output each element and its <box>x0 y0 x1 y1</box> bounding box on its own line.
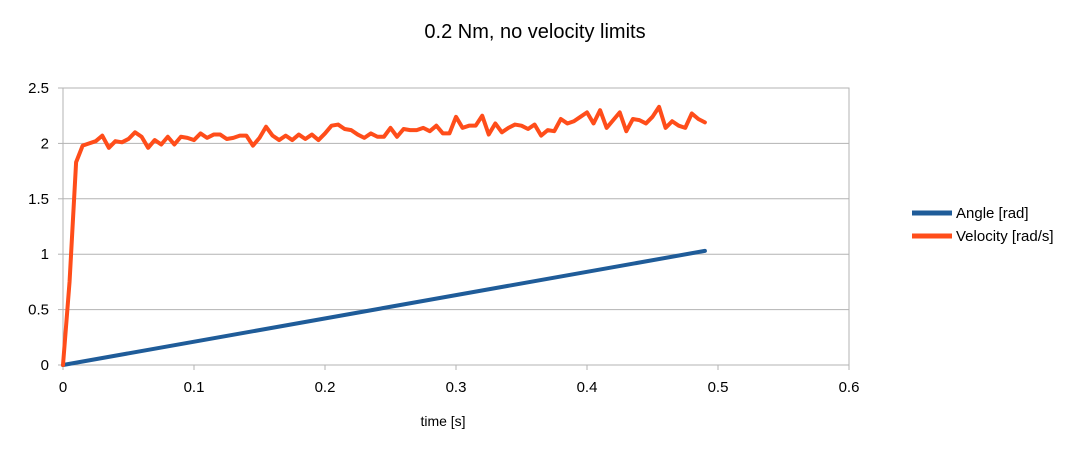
x-tick-label: 0.2 <box>315 379 336 396</box>
y-tick-label: 1.5 <box>28 191 49 208</box>
tick-labels: 0 0.5 1 1.5 2 2.5 0 0.1 0.2 0.3 0.4 0.5 0.6 <box>28 80 859 396</box>
x-tick-label: 0.1 <box>184 379 205 396</box>
x-tick-label: 0.6 <box>839 379 860 396</box>
y-tick-label: 0 <box>41 357 49 374</box>
legend-label: Velocity [rad/s] <box>956 228 1054 245</box>
axes <box>58 87 850 370</box>
y-tick-label: 1 <box>41 246 49 263</box>
x-tick-label: 0.4 <box>577 379 598 396</box>
series-line-angle <box>61 248 707 367</box>
chart-title: 0.2 Nm, no velocity limits <box>424 21 645 43</box>
x-tick-label: 0.3 <box>446 379 467 396</box>
x-tick-label: 0 <box>59 379 67 396</box>
legend: Angle [rad] Velocity [rad/s] <box>912 205 1054 245</box>
series-lines <box>61 104 707 367</box>
y-tick-label: 2.5 <box>28 80 49 97</box>
series-line-velocity <box>61 104 707 367</box>
y-tick-label: 0.5 <box>28 302 49 319</box>
plot-frame <box>62 87 850 366</box>
legend-label: Angle [rad] <box>956 205 1029 222</box>
y-tick-label: 2 <box>41 135 49 152</box>
x-tick-label: 0.5 <box>708 379 729 396</box>
x-axis-label: time [s] <box>420 413 465 429</box>
